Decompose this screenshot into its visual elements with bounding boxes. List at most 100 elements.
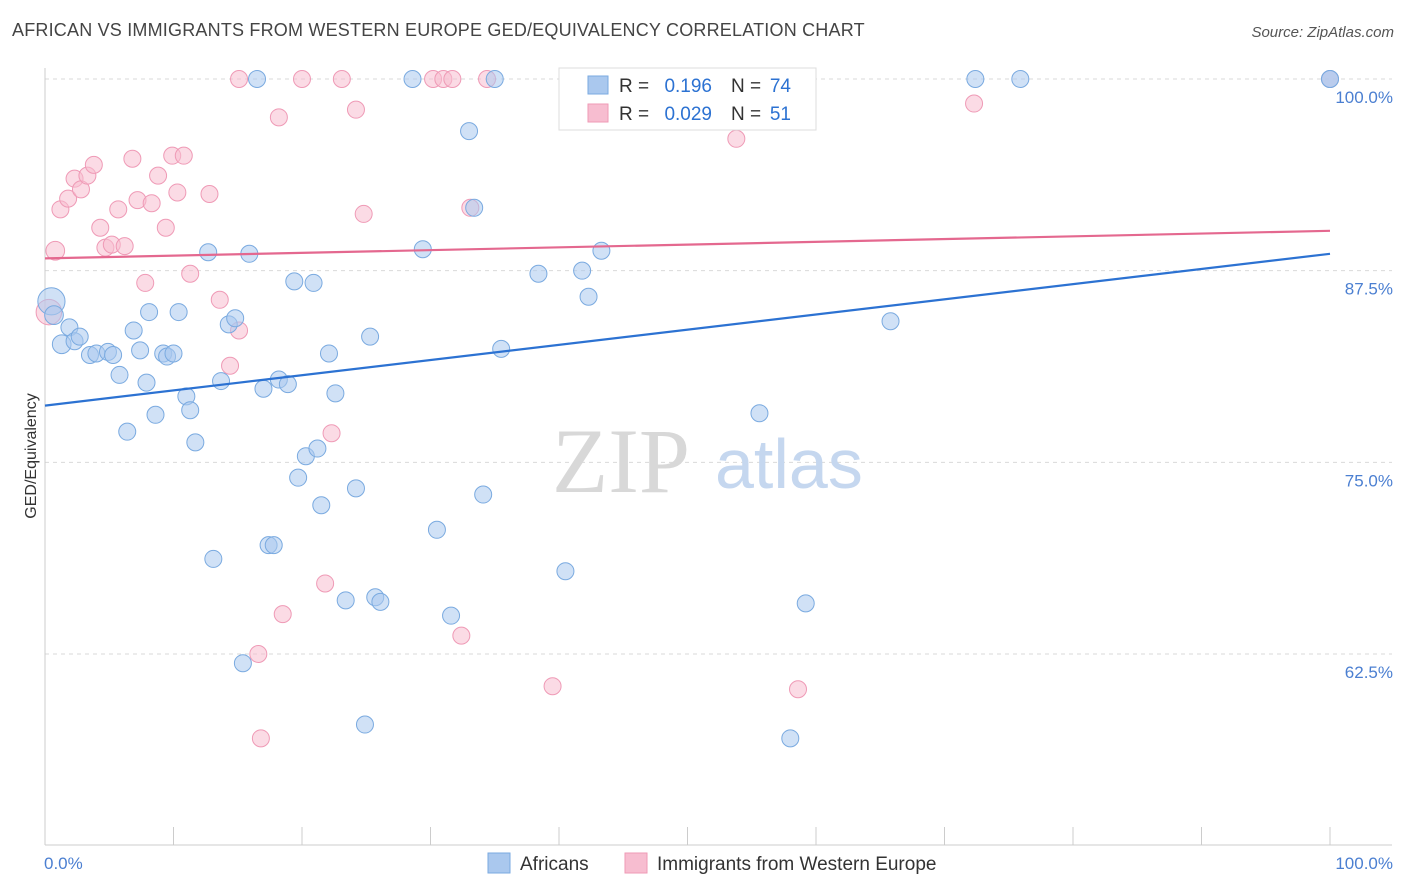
watermark: ZIP atlas [552, 410, 863, 512]
africans-n-value: 74 [770, 76, 792, 97]
immigrants-point [322, 424, 341, 443]
africans-point [254, 379, 273, 398]
immigrants-point [45, 240, 66, 261]
immigrants-point [221, 356, 240, 375]
africans-point [140, 303, 159, 322]
africans-point [346, 479, 365, 498]
africans-point [474, 485, 493, 504]
africans-point [118, 422, 137, 441]
y-tick-label-0: 100.0% [1335, 88, 1393, 107]
immigrants-point [230, 70, 249, 88]
africans-n-label: N = [731, 76, 761, 97]
africans-point [285, 272, 304, 291]
africans-point [579, 287, 598, 306]
africans-point [485, 70, 504, 88]
africans-point [881, 312, 900, 331]
immigrants-point [115, 237, 134, 256]
africans-point [204, 549, 223, 568]
africans-point [110, 365, 129, 384]
africans-point [427, 520, 446, 539]
points [35, 70, 1339, 748]
immigrants-r-value: 0.029 [664, 104, 712, 125]
africans-point [442, 606, 461, 625]
trend-lines [44, 229, 1331, 407]
africans-point [212, 372, 231, 391]
africans-point [312, 496, 331, 515]
immigrants-point [91, 218, 110, 237]
africans-point [573, 261, 592, 280]
africans-point [44, 305, 64, 325]
y-axis-label: GED/Equivalency [23, 393, 40, 518]
immigrants-swatch [587, 103, 609, 123]
africans-point [1321, 70, 1339, 88]
africans-point [796, 594, 815, 613]
africans-point [70, 327, 89, 346]
africans-point [336, 591, 355, 610]
immigrants-point [249, 645, 268, 663]
africans-point [361, 327, 380, 346]
africans-r-label: R = [619, 76, 649, 97]
africans-point [131, 341, 150, 360]
africans-point [1011, 70, 1030, 88]
africans-point [104, 346, 123, 364]
watermark-atlas: atlas [715, 425, 863, 503]
africans-point [465, 198, 484, 217]
immigrants-point [443, 70, 462, 88]
immigrants-point [200, 185, 219, 203]
africans-point [460, 122, 479, 141]
africans-point [233, 654, 252, 673]
africans-point [164, 344, 183, 363]
immigrants-point [84, 155, 103, 174]
africans-point [966, 70, 985, 88]
immigrants-point [273, 605, 292, 624]
africans-trend-line [44, 252, 1331, 407]
grid [45, 78, 1392, 655]
series-legend: Africans Immigrants from Western Europe [487, 852, 936, 875]
x-tick-label-end: 100.0% [1335, 854, 1393, 873]
legend-immigrants-label: Immigrants from Western Europe [657, 854, 936, 875]
immigrants-point [332, 70, 351, 88]
immigrants-point [174, 146, 193, 165]
immigrants-point [354, 204, 373, 223]
x-tick-label-start: 0.0% [44, 854, 83, 873]
axes [44, 68, 1392, 846]
source-label: Source: ZipAtlas.com [1251, 24, 1394, 41]
immigrants-point [59, 189, 78, 208]
africans-point [289, 468, 308, 487]
africans-point [124, 321, 143, 340]
africans-point [278, 375, 297, 394]
immigrants-point [543, 677, 562, 696]
africans-point [319, 344, 338, 363]
africans-point [264, 536, 283, 555]
immigrants-point [136, 273, 155, 292]
africans-point [248, 70, 267, 88]
legend-immigrants-swatch [624, 852, 648, 874]
immigrants-point [109, 200, 128, 219]
africans-point [403, 70, 422, 88]
immigrants-point [168, 183, 187, 202]
africans-point [592, 241, 611, 260]
legend-africans-swatch [487, 852, 511, 874]
immigrants-point [316, 574, 335, 593]
africans-point [181, 401, 200, 420]
immigrants-point [965, 94, 984, 113]
africans-point [186, 433, 205, 452]
africans-point [326, 384, 345, 403]
africans-swatch [587, 75, 609, 95]
africans-r-value: 0.196 [664, 76, 712, 97]
immigrants-point [210, 290, 229, 309]
immigrants-point [156, 218, 175, 237]
immigrants-point [452, 626, 471, 645]
africans-point [492, 339, 511, 358]
chart-title: AFRICAN VS IMMIGRANTS FROM WESTERN EUROP… [12, 20, 865, 40]
watermark-zip: ZIP [552, 410, 690, 512]
immigrants-trend-line [44, 229, 1331, 260]
africans-point [355, 715, 374, 734]
africans-point [137, 373, 156, 392]
africans-point [371, 592, 390, 611]
stats-legend: R = 0.196 N = 74 R = 0.029 N = 51 [558, 67, 817, 131]
y-tick-label-3: 62.5% [1345, 663, 1393, 682]
immigrants-n-label: N = [731, 104, 761, 125]
immigrants-point [149, 166, 168, 185]
